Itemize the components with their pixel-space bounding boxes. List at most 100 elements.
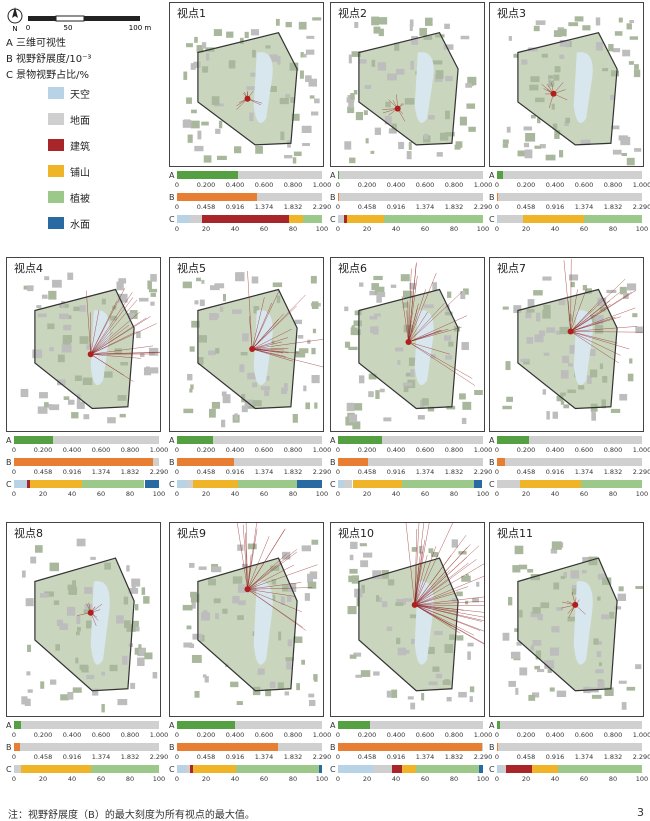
tick-label: 1.832: [445, 753, 464, 761]
map-building: [354, 403, 362, 410]
map-building: [532, 607, 540, 614]
map-building: [77, 627, 81, 632]
bar-c-track: [177, 765, 322, 773]
map-building: [303, 54, 307, 58]
map-building: [559, 55, 564, 59]
map-building: [591, 412, 596, 420]
map-building: [26, 598, 34, 606]
map-building: [241, 352, 248, 355]
viewpoint-title: 视点8: [12, 525, 45, 541]
tick-label: 0.200: [34, 731, 53, 739]
map-building: [508, 597, 512, 605]
tick-label: 0.916: [63, 753, 82, 761]
map-building: [582, 25, 590, 30]
bar-c-segment-建筑: [392, 765, 402, 773]
map-building: [619, 135, 628, 140]
map-building: [590, 369, 597, 377]
legend-item: 地面: [48, 112, 158, 126]
map-building: [348, 347, 357, 350]
map-building: [355, 311, 362, 316]
legend-item: 铺山: [48, 164, 158, 178]
map-building: [350, 655, 357, 659]
map-building: [508, 681, 516, 687]
map-building: [619, 18, 623, 23]
map-building: [189, 563, 194, 568]
tick-label: 2.290: [313, 468, 332, 476]
map-building: [542, 54, 548, 58]
tick-label: 0.400: [63, 731, 82, 739]
map-building: [546, 411, 549, 419]
tick-label: 1.000: [150, 731, 169, 739]
map-building: [278, 682, 284, 688]
map-building: [284, 383, 288, 391]
map-building: [299, 348, 308, 353]
bar-c-segment-水面: [474, 480, 481, 488]
map-building: [278, 632, 281, 641]
map-building: [410, 19, 414, 26]
tick-label: 1.832: [445, 468, 464, 476]
map-building: [48, 404, 51, 409]
map-building: [396, 69, 404, 75]
map-building: [361, 670, 370, 677]
map-building: [502, 406, 511, 409]
map-building: [307, 340, 310, 344]
map-building: [48, 291, 56, 300]
map-building: [147, 280, 152, 289]
bar-c-segment-地面: [190, 215, 202, 223]
bar-c-segment-天空: [177, 480, 187, 488]
viewpoint-title: 视点11: [495, 525, 535, 541]
tick-label: 1.832: [604, 468, 623, 476]
bar-b-fill: [497, 743, 498, 751]
map-building: [135, 604, 138, 610]
map-building: [249, 113, 253, 122]
map-building: [553, 75, 559, 81]
map-building: [288, 639, 292, 646]
bar-a-fill: [497, 171, 503, 179]
bar-b-track: [338, 743, 483, 751]
tick-label: 0.600: [575, 446, 594, 454]
bar-c-segment-铺山: [193, 765, 237, 773]
tick-label: 60: [97, 775, 105, 783]
map-building: [444, 335, 451, 341]
tick-label: 0.600: [575, 731, 594, 739]
map-building: [425, 18, 433, 26]
map-building: [368, 391, 374, 397]
tick-label: 0: [12, 490, 16, 498]
site-map: [331, 523, 485, 717]
map-building: [507, 127, 511, 133]
map-building: [300, 70, 304, 78]
tick-label: 60: [260, 225, 268, 233]
map-building: [306, 50, 314, 55]
map-building: [223, 294, 226, 301]
map-building: [391, 690, 397, 698]
map-building: [530, 76, 539, 82]
bar-c-segment-植被: [303, 215, 322, 223]
map-building: [77, 402, 85, 409]
map-building: [537, 669, 544, 672]
viewpoint-marker: [551, 91, 557, 97]
map-building: [627, 283, 636, 290]
map-building: [130, 683, 135, 689]
map-building: [428, 681, 437, 685]
row-label-c: C: [6, 765, 12, 774]
tick-label: 0: [175, 753, 179, 761]
map-building: [215, 348, 219, 354]
map-building: [528, 695, 535, 701]
tick-label: 20: [202, 490, 210, 498]
bar-c-segment-地面: [498, 215, 523, 223]
map-building: [601, 614, 610, 619]
tick-label: 100: [153, 490, 165, 498]
tick-label: 0.600: [575, 181, 594, 189]
tick-label: 80: [289, 490, 297, 498]
map-building: [407, 151, 412, 159]
tick-label: 0.200: [517, 446, 536, 454]
map-building: [118, 395, 127, 401]
tick-label: 0: [175, 446, 179, 454]
tick-label: 2.290: [633, 753, 650, 761]
map-building: [255, 146, 263, 154]
